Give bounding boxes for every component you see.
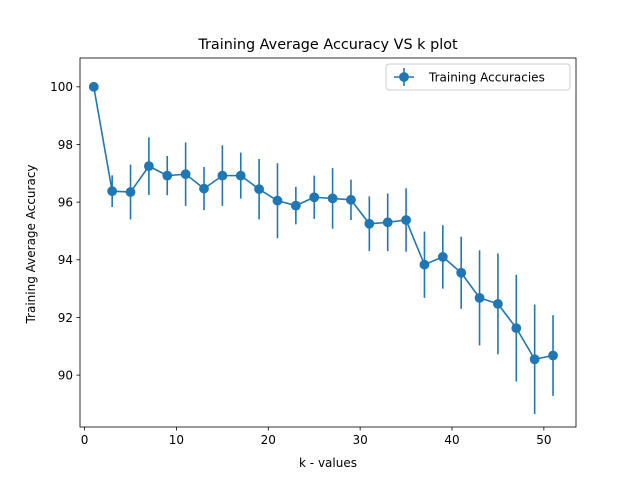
data-point xyxy=(346,194,356,205)
data-point xyxy=(327,193,338,204)
y-tick-label: 98 xyxy=(58,138,73,152)
legend-marker xyxy=(399,72,409,82)
data-point xyxy=(437,252,448,262)
data-point xyxy=(456,267,467,278)
data-point xyxy=(364,218,375,229)
data-point xyxy=(125,187,136,197)
x-tick-label: 40 xyxy=(444,433,459,447)
x-tick-label: 50 xyxy=(536,433,551,447)
data-point xyxy=(254,184,265,195)
data-point xyxy=(88,81,99,92)
x-tick-label: 0 xyxy=(81,433,89,447)
y-tick-label: 94 xyxy=(58,253,73,267)
data-point xyxy=(511,323,522,334)
data-point xyxy=(272,195,283,206)
y-tick-label: 96 xyxy=(58,195,73,209)
data-point xyxy=(162,170,173,181)
data-point xyxy=(419,259,430,270)
data-point xyxy=(290,200,301,211)
data-point xyxy=(493,299,503,309)
data-point xyxy=(217,170,228,181)
plot-area: 0 10 20 30 40 50 90 92 94 96 98 100 Training Accurac… xyxy=(50,57,577,447)
x-tick-label: 30 xyxy=(353,433,368,447)
x-tick-label: 10 xyxy=(169,433,184,447)
legend-box xyxy=(385,63,571,91)
data-point xyxy=(401,215,411,225)
x-tick-label: 20 xyxy=(261,433,276,447)
x-axis-label: k - values xyxy=(299,456,357,470)
data-point xyxy=(199,183,209,194)
axes-frame xyxy=(79,57,577,428)
chart-title: Training Average Accuracy VS k plot xyxy=(197,37,458,53)
data-point xyxy=(180,169,191,180)
data-point xyxy=(107,186,118,197)
data-point xyxy=(143,161,154,172)
data-point xyxy=(529,354,540,365)
y-axis-label: Training Average Accuracy xyxy=(24,164,38,324)
legend-label: Training Accuracies xyxy=(428,70,545,84)
data-point xyxy=(474,292,485,303)
y-tick-label: 90 xyxy=(58,368,73,382)
y-tick-label: 92 xyxy=(58,311,73,325)
y-tick-label: 100 xyxy=(50,80,73,94)
data-point xyxy=(309,192,320,203)
data-point xyxy=(382,217,393,228)
data-point xyxy=(235,170,246,181)
series-line xyxy=(92,86,554,361)
data-point xyxy=(548,350,558,361)
